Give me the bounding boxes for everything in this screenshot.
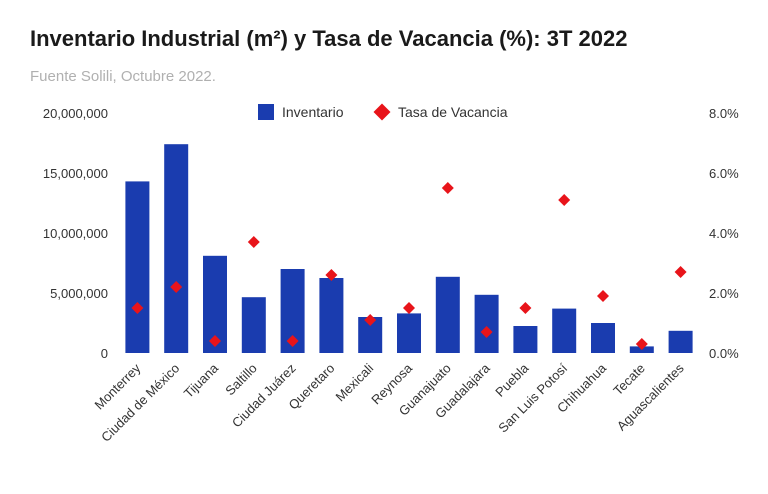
- legend-label-inventario: Inventario: [282, 104, 344, 120]
- bar-monterrey: [125, 181, 150, 353]
- bar-reynosa: [397, 313, 421, 353]
- legend-marker-tasa-de-vacancia: [373, 103, 391, 121]
- chart-title: Inventario Industrial (m²) y Tasa de Vac…: [30, 26, 628, 51]
- x-tick-label: Saltillo: [222, 361, 260, 399]
- legend-marker-inventario: [258, 104, 274, 120]
- point-mexicali: [364, 314, 377, 326]
- right-axis-tick-label: 0.0%: [709, 346, 739, 361]
- point-chihuahua: [597, 290, 609, 302]
- left-axis-tick-label: 0: [101, 346, 108, 361]
- point-guanajuato: [441, 182, 454, 194]
- bar-saltillo: [241, 297, 266, 353]
- right-axis-tick-label: 2.0%: [709, 286, 739, 301]
- point-tecate: [635, 338, 648, 350]
- scatter-series-tasa-de-vacancia: [131, 182, 687, 350]
- point-san-luis-potosi: [558, 194, 571, 206]
- point-reynosa: [403, 302, 415, 314]
- bar-guanajuato: [435, 276, 460, 353]
- legend-label-tasa-de-vacancia: Tasa de Vacancia: [398, 104, 508, 120]
- bar-guadalajara: [474, 294, 499, 353]
- legend: Inventario Tasa de Vacancia: [258, 103, 508, 121]
- point-puebla: [519, 302, 532, 314]
- point-ciudad-de-mexico: [170, 281, 183, 293]
- point-saltillo: [247, 236, 260, 248]
- left-axis-tick-label: 10,000,000: [43, 226, 108, 241]
- point-queretaro: [325, 269, 338, 281]
- left-axis-tick-label: 15,000,000: [43, 166, 108, 181]
- point-ciudad-juarez: [286, 335, 299, 347]
- point-aguascalientes: [674, 266, 687, 278]
- x-tick-label: San Luis Potosí: [495, 360, 570, 435]
- chart-subtitle: Fuente Solili, Octubre 2022.: [30, 68, 216, 85]
- point-tijuana: [209, 335, 221, 347]
- bar-san-luis-potosi: [552, 308, 577, 353]
- left-axis: 0 5,000,000 10,000,000 15,000,000 20,000,000: [43, 106, 108, 361]
- point-monterrey: [131, 302, 144, 314]
- point-guadalajara: [480, 326, 493, 338]
- bar-series-inventario: [125, 144, 693, 353]
- bar-ciudad-de-mexico: [164, 144, 189, 353]
- right-axis: 0.0% 2.0% 4.0% 6.0% 8.0%: [709, 106, 739, 361]
- bar-aguascalientes: [668, 330, 693, 353]
- x-tick-label: Aguascalientes: [614, 360, 687, 433]
- bar-puebla: [513, 326, 538, 353]
- left-axis-tick-label: 5,000,000: [50, 286, 108, 301]
- right-axis-tick-label: 6.0%: [709, 166, 739, 181]
- x-tick-label: Tecate: [610, 361, 648, 399]
- right-axis-tick-label: 8.0%: [709, 106, 739, 121]
- left-axis-tick-label: 20,000,000: [43, 106, 108, 121]
- bar-queretaro: [319, 278, 344, 353]
- bar-chihuahua: [591, 323, 615, 353]
- x-tick-label: Tijuana: [181, 360, 222, 401]
- right-axis-tick-label: 4.0%: [709, 226, 739, 241]
